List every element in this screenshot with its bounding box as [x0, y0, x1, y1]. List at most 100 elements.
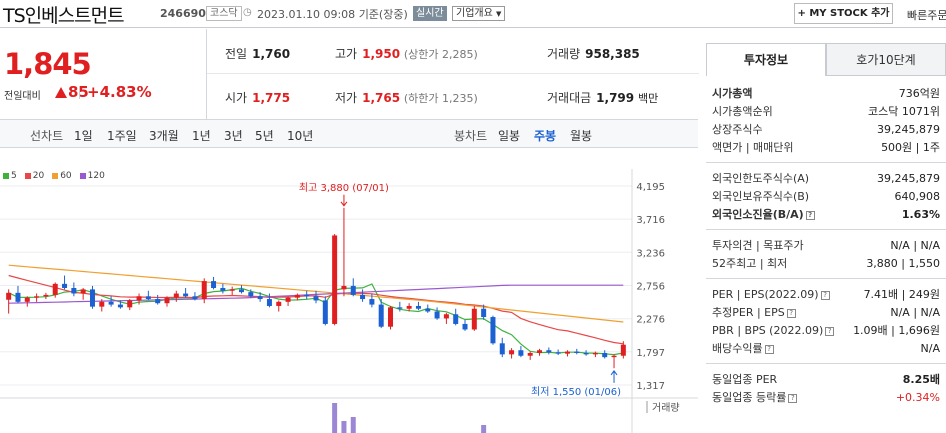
pbr-row: PBR | BPS (2022.09)? 1.09배 | 1,696원	[712, 324, 940, 337]
candle-body	[425, 308, 431, 312]
legend-label: 20	[32, 171, 45, 181]
candle-body	[592, 352, 598, 355]
divider	[706, 363, 946, 364]
candle-body	[229, 289, 235, 291]
market-cap-rank-row: 시가총액순위 코스닥 1071위	[712, 105, 940, 118]
quick-order-link[interactable]: 빠른주문	[907, 9, 946, 22]
period-3y[interactable]: 3년	[224, 129, 243, 143]
candle-body	[43, 294, 49, 297]
candle-body	[108, 301, 114, 305]
candle-body	[6, 292, 12, 300]
open-price: 시가 1,775	[225, 91, 291, 105]
stock-header: TS인베스트먼트 246690 코스닥 ◷ 2023.01.10 09:08 기…	[0, 0, 946, 28]
candle-body	[15, 292, 21, 302]
candle-body	[471, 308, 477, 330]
help-icon[interactable]: ?	[825, 326, 835, 336]
chevron-down-icon: ▼	[496, 10, 502, 18]
candle-body	[620, 344, 626, 356]
candle-body	[145, 296, 151, 300]
candle-body	[248, 292, 254, 297]
y-tick-label: 2,276	[636, 315, 665, 326]
candle-body	[257, 296, 263, 300]
candle-body	[490, 317, 496, 344]
help-icon[interactable]: ?	[788, 393, 798, 403]
candle-body	[322, 300, 328, 324]
period-1d[interactable]: 1일	[74, 129, 93, 143]
legend-label: 5	[11, 171, 17, 181]
market-badge: 코스닥	[206, 6, 242, 21]
candle-body	[509, 350, 515, 355]
candle-body	[211, 281, 217, 288]
period-1y[interactable]: 1년	[192, 129, 211, 143]
clock-icon: ◷	[243, 7, 252, 18]
price-change-percent: +4.83%	[79, 83, 152, 101]
price-box: 1,845 전일대비 85 +4.83%	[0, 29, 205, 119]
candle-body	[136, 296, 142, 301]
tab-invest-info[interactable]: 투자정보	[706, 43, 826, 76]
legend-swatch	[79, 172, 86, 179]
legend-swatch	[52, 172, 59, 179]
sector-per-row: 동일업종 PER 8.25배	[712, 373, 940, 386]
candle-body	[434, 311, 440, 319]
low-arrow-icon	[610, 370, 618, 383]
chart-legend: 5 20 60 120	[3, 171, 113, 181]
volume-bar	[341, 421, 347, 433]
candle-body	[127, 300, 133, 308]
opinion-row: 투자의견 | 목표주가 N/A | N/A	[712, 239, 940, 252]
candle-body	[518, 350, 524, 356]
add-mystock-button[interactable]: + MY STOCK 추가	[794, 3, 893, 24]
candle-body	[304, 294, 310, 297]
candle-body	[71, 287, 77, 294]
candle-body	[481, 308, 487, 318]
candle-monthly[interactable]: 월봉	[570, 129, 593, 143]
help-icon[interactable]: ?	[764, 344, 774, 354]
high-arrow-icon	[340, 194, 348, 207]
tab-orderbook[interactable]: 호가10단계	[826, 43, 946, 76]
candlestick-chart: 4,195 3,716 3,236 2,756 2,276 1,797 1,317 최고 3,…	[0, 169, 698, 433]
candle-weekly[interactable]: 주봉	[534, 129, 557, 143]
trade-amount: 거래대금 1,799 백만	[547, 91, 659, 105]
y-tick-label: 3,236	[636, 248, 665, 259]
candle-daily[interactable]: 일봉	[498, 129, 521, 143]
help-icon[interactable]: ?	[805, 210, 815, 220]
candle-body	[564, 351, 570, 354]
line-chart-label: 선차트	[30, 129, 64, 143]
company-overview-dropdown[interactable]: 기업개요 ▼	[452, 6, 506, 21]
legend-item-ma5: 5	[3, 171, 17, 181]
candle-body	[99, 301, 105, 307]
candle-body	[80, 289, 86, 294]
candle-body	[62, 283, 68, 288]
candle-body	[415, 305, 421, 309]
foreign-hold-row: 외국인보유주식수(B) 640,908	[712, 190, 940, 203]
period-1w[interactable]: 1주일	[107, 129, 137, 143]
foreign-rate-row: 외국인소진율(B/A)? 1.63%	[712, 208, 940, 221]
high-annotation: 최고 3,880 (07/01)	[299, 182, 389, 194]
per-row: PER | EPS(2022.09)? 7.41배 | 249원	[712, 288, 940, 301]
candle-body	[602, 352, 608, 358]
help-icon[interactable]: ?	[786, 308, 796, 318]
period-5y[interactable]: 5년	[255, 129, 274, 143]
market-cap-row: 시가총액 736억원	[712, 87, 940, 100]
y-tick-label: 3,716	[636, 215, 665, 226]
volume-bar	[350, 417, 356, 433]
candle-body	[192, 296, 198, 300]
dividend-row: 배당수익률? N/A	[712, 342, 940, 355]
legend-swatch	[3, 172, 9, 179]
candle-body	[574, 351, 580, 353]
help-icon[interactable]: ?	[820, 290, 830, 300]
candle-body	[453, 314, 459, 324]
low-annotation: 최저 1,550 (01/06)	[531, 386, 621, 398]
legend-label: 120	[87, 171, 105, 181]
candle-body	[294, 294, 300, 298]
candle-body	[527, 352, 533, 356]
candle-body	[173, 293, 179, 298]
quote-summary: 전일 1,760 고가 1,950 (상한가 2,285) 거래량 958,385 시…	[206, 29, 699, 119]
up-arrow-icon	[55, 87, 67, 98]
period-10y[interactable]: 10년	[287, 129, 314, 143]
period-3m[interactable]: 3개월	[149, 129, 179, 143]
candle-body	[406, 305, 412, 309]
candle-body	[537, 350, 543, 353]
volume-bar	[332, 403, 338, 433]
est-per-row: 추정PER | EPS? N/A | N/A	[712, 306, 940, 319]
